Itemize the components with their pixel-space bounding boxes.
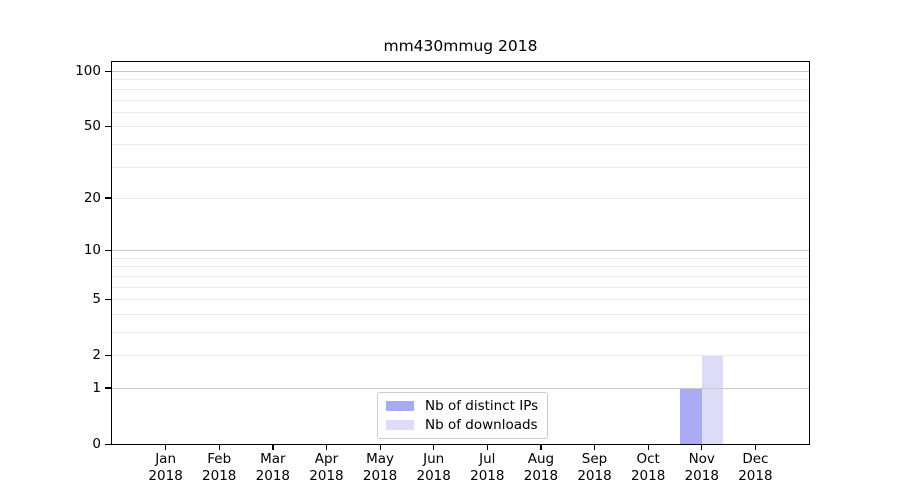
- chart-title: mm430mmug 2018: [383, 37, 538, 55]
- x-tick-label-jun: Jun 2018: [416, 451, 451, 484]
- x-tick-label-apr: Apr 2018: [309, 451, 344, 484]
- gridline-minor: [112, 355, 809, 357]
- gridline-minor: [112, 99, 809, 101]
- x-tick-mark: [165, 445, 167, 450]
- gridline-minor: [112, 126, 809, 128]
- x-tick-mark: [272, 445, 274, 450]
- gridline-major: [112, 387, 809, 389]
- legend-label-distinct-ips: Nb of distinct IPs: [425, 398, 539, 414]
- x-tick-mark: [486, 445, 488, 450]
- y-tick-label: 2: [92, 347, 101, 364]
- x-tick-label-jul: Jul 2018: [470, 451, 505, 484]
- x-tick-mark: [325, 445, 328, 450]
- gridline-minor: [112, 313, 809, 315]
- legend-label-downloads: Nb of downloads: [425, 417, 538, 433]
- gridline-minor: [112, 275, 809, 277]
- x-tick-label-dec: Dec 2018: [738, 451, 773, 484]
- legend-swatch-downloads: [386, 420, 414, 430]
- x-tick-mark: [433, 445, 435, 450]
- x-tick-label-aug: Aug 2018: [523, 451, 559, 484]
- x-tick-mark: [379, 445, 381, 450]
- y-tick-mark: [105, 298, 111, 300]
- y-tick-mark: [105, 70, 111, 72]
- y-tick-mark: [105, 249, 111, 251]
- y-tick-label: 10: [83, 242, 101, 259]
- y-tick-label: 50: [83, 118, 101, 135]
- gridline-minor: [112, 111, 809, 113]
- gridline-minor: [112, 257, 809, 259]
- y-tick-label: 100: [75, 63, 101, 80]
- x-tick-label-sep: Sep 2018: [577, 451, 612, 484]
- gridline-minor: [112, 197, 809, 199]
- x-tick-mark: [218, 445, 220, 450]
- plot-area: [111, 61, 810, 445]
- x-tick-mark: [540, 445, 542, 450]
- y-tick-label: 5: [92, 291, 101, 308]
- x-tick-mark: [754, 445, 757, 450]
- gridline-minor: [112, 166, 809, 168]
- gridline-minor: [112, 88, 809, 90]
- gridline-minor: [112, 299, 809, 301]
- legend: Nb of distinct IPs Nb of downloads: [377, 392, 549, 439]
- y-tick-mark: [105, 443, 111, 445]
- gridline-minor: [112, 331, 809, 333]
- gridline-minor: [112, 266, 809, 268]
- gridline-minor: [112, 143, 809, 145]
- bar-nb-of-distinct-ips-nov: [680, 387, 702, 444]
- gridline-major: [112, 250, 809, 252]
- bar-nb-of-downloads-nov: [701, 355, 724, 444]
- y-tick-label: 1: [92, 379, 101, 396]
- x-tick-mark: [647, 445, 649, 450]
- gridline-minor: [112, 286, 809, 288]
- gridline-major: [112, 71, 809, 73]
- y-tick-mark: [105, 354, 111, 356]
- x-tick-label-feb: Feb 2018: [202, 451, 237, 484]
- x-tick-label-may: May 2018: [362, 451, 398, 484]
- x-tick-mark: [594, 445, 596, 450]
- legend-item-downloads: Nb of downloads: [386, 417, 538, 433]
- gridline-minor: [112, 79, 809, 81]
- x-tick-label-oct: Oct 2018: [630, 451, 666, 484]
- x-tick-label-jan: Jan 2018: [148, 451, 183, 484]
- y-tick-label: 0: [92, 436, 101, 452]
- x-tick-mark: [701, 445, 703, 450]
- legend-swatch-distinct-ips: [386, 401, 414, 411]
- x-tick-label-mar: Mar 2018: [255, 451, 291, 484]
- y-tick-mark: [105, 197, 111, 199]
- legend-item-distinct-ips: Nb of distinct IPs: [386, 398, 538, 414]
- y-tick-mark: [105, 387, 111, 389]
- x-tick-label-nov: Nov 2018: [684, 451, 719, 484]
- y-tick-label: 20: [83, 189, 101, 206]
- y-tick-mark: [105, 125, 111, 127]
